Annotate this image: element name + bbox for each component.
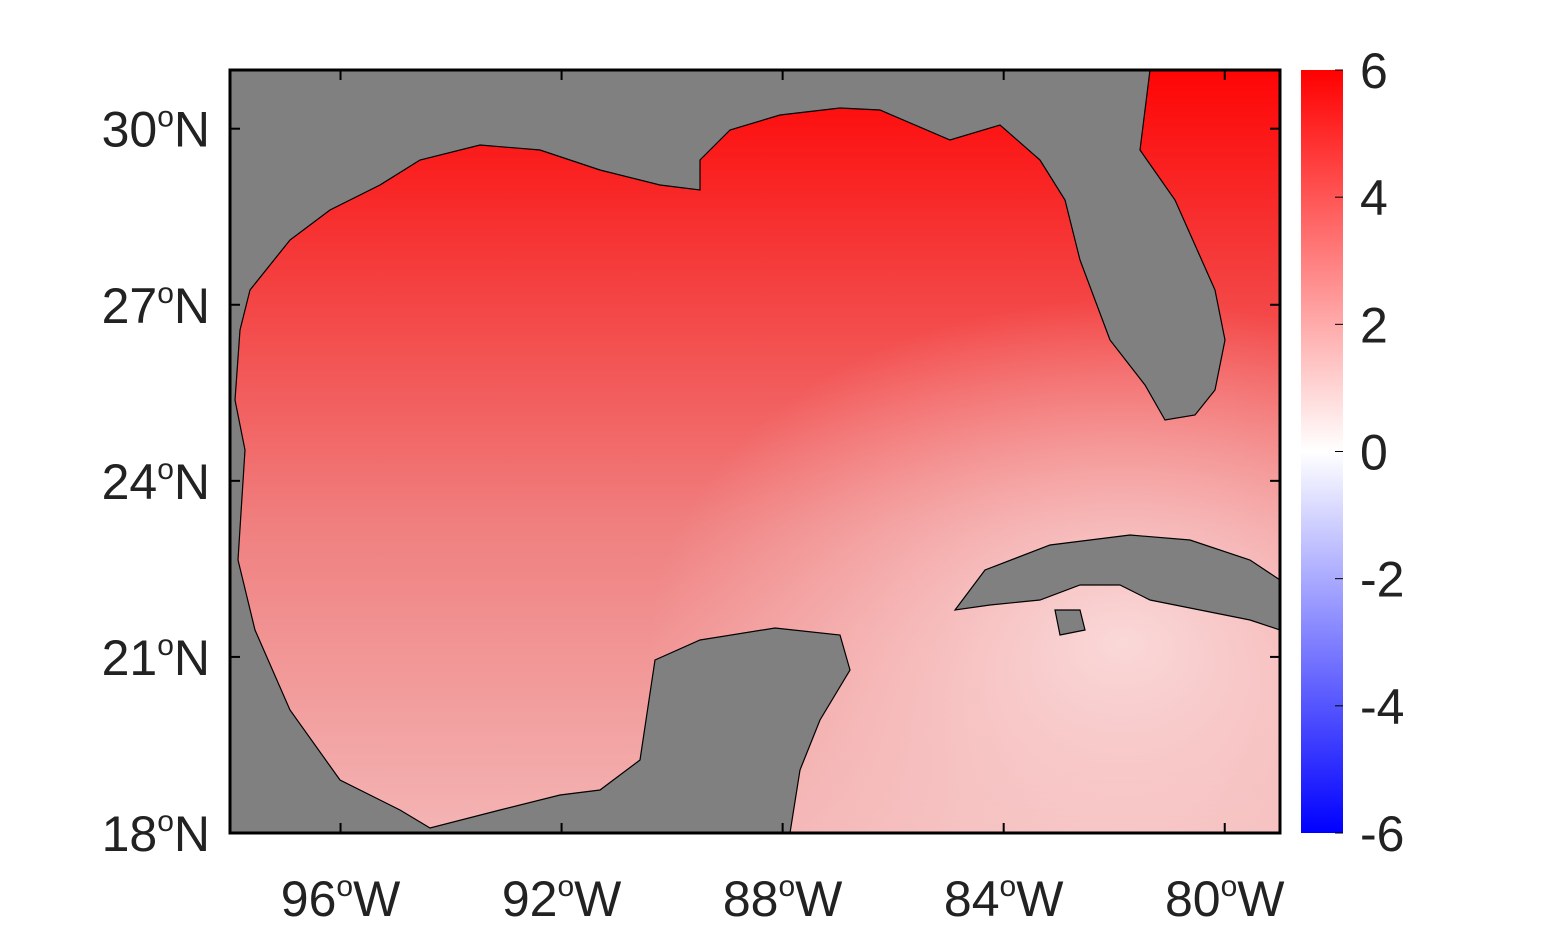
x-tick-label: 80oW	[1165, 870, 1285, 927]
x-tick-label: 88oW	[723, 870, 843, 927]
x-tick-label: 84oW	[944, 870, 1064, 927]
colorbar-tick-label: -6	[1360, 806, 1404, 862]
isla-de-la-juventud	[1054, 609, 1086, 636]
colorbar-tick-label: 4	[1360, 170, 1388, 226]
colorbar-tick-label: -2	[1360, 552, 1404, 608]
y-tick-label: 24oN	[102, 453, 210, 510]
colorbar-tick-label: 0	[1360, 425, 1388, 481]
map-field	[230, 70, 1280, 833]
y-tick-label: 27oN	[102, 277, 210, 334]
y-tick-label: 30oN	[102, 101, 210, 158]
y-tick-label: 18oN	[102, 805, 210, 862]
x-tick-label: 92oW	[502, 870, 622, 927]
land	[230, 70, 1280, 833]
colorbar-tick-label: 2	[1360, 297, 1388, 353]
colorbar-tick-label: -4	[1360, 679, 1404, 735]
colorbar-tick-label: 6	[1360, 43, 1388, 99]
cuba	[953, 534, 1280, 631]
x-tick-label: 96oW	[281, 870, 401, 927]
y-tick-label: 21oN	[102, 629, 210, 686]
plot-frame	[228, 68, 1282, 835]
north-america	[230, 70, 1226, 833]
